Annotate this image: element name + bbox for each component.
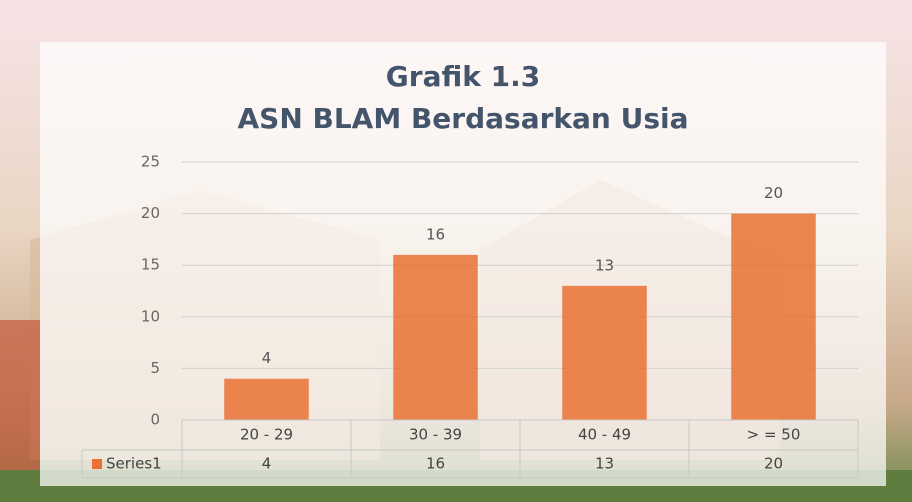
x-tick-label: > = 50 [747, 426, 801, 444]
y-tick-label: 20 [141, 204, 160, 222]
chart-title: Grafik 1.3 [386, 60, 540, 93]
legend-swatch [92, 459, 102, 469]
bar [393, 254, 478, 420]
y-tick-label: 25 [141, 153, 160, 171]
data-label: 4 [262, 349, 272, 367]
data-label: 20 [764, 184, 783, 202]
y-tick-label: 10 [141, 307, 160, 325]
table-value: 20 [764, 455, 783, 473]
table-value: 13 [595, 455, 614, 473]
bar [562, 285, 647, 420]
bar [224, 378, 309, 420]
table-value: 16 [426, 455, 445, 473]
table-value: 4 [262, 455, 272, 473]
y-tick-label: 15 [141, 256, 160, 274]
data-label: 16 [426, 225, 445, 243]
x-tick-label: 20 - 29 [240, 426, 293, 444]
roof-left [0, 320, 40, 480]
y-tick-label: 5 [150, 359, 160, 377]
y-tick-label: 0 [150, 411, 160, 429]
x-tick-label: 40 - 49 [578, 426, 631, 444]
data-label: 13 [595, 256, 614, 274]
bar [731, 213, 816, 420]
legend-label: Series1 [106, 455, 162, 473]
chart-subtitle: ASN BLAM Berdasarkan Usia [237, 102, 688, 135]
x-tick-label: 30 - 39 [409, 426, 462, 444]
